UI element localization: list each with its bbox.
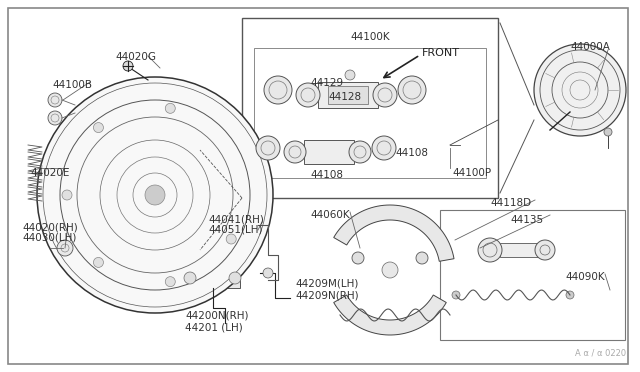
Text: 44100B: 44100B <box>52 80 92 90</box>
Circle shape <box>284 141 306 163</box>
Circle shape <box>229 272 241 284</box>
Circle shape <box>263 268 273 278</box>
Text: 44020E: 44020E <box>30 168 69 178</box>
Circle shape <box>373 83 397 107</box>
Bar <box>254 48 486 178</box>
Circle shape <box>382 262 398 278</box>
Circle shape <box>165 103 175 113</box>
Circle shape <box>256 136 280 160</box>
Text: 44030(LH): 44030(LH) <box>22 232 76 242</box>
Bar <box>304 140 354 164</box>
Text: FRONT: FRONT <box>422 48 460 58</box>
Circle shape <box>478 238 502 262</box>
Circle shape <box>398 76 426 104</box>
Text: 44118D: 44118D <box>490 198 531 208</box>
Circle shape <box>226 234 236 244</box>
Text: 44000A: 44000A <box>570 42 610 52</box>
Text: 44129: 44129 <box>310 78 343 88</box>
Circle shape <box>452 291 460 299</box>
Circle shape <box>93 123 104 132</box>
Bar <box>318 82 378 108</box>
Text: 44020(RH): 44020(RH) <box>22 222 77 232</box>
Circle shape <box>349 141 371 163</box>
Circle shape <box>296 83 320 107</box>
Bar <box>440 210 625 340</box>
Circle shape <box>62 190 72 200</box>
Text: 44051(LH): 44051(LH) <box>208 225 262 235</box>
Circle shape <box>37 77 273 313</box>
Circle shape <box>57 240 73 256</box>
Text: 44090K: 44090K <box>565 272 605 282</box>
Circle shape <box>123 61 133 71</box>
Text: 44135: 44135 <box>510 215 543 225</box>
Text: 44201 (LH): 44201 (LH) <box>185 322 243 332</box>
Circle shape <box>345 70 355 80</box>
Text: 44100K: 44100K <box>350 32 390 42</box>
Text: 44060K: 44060K <box>310 210 349 220</box>
Bar <box>500 243 540 257</box>
Circle shape <box>566 291 574 299</box>
Circle shape <box>535 240 555 260</box>
Text: 44100P: 44100P <box>452 168 491 178</box>
Circle shape <box>93 257 104 267</box>
Circle shape <box>604 128 612 136</box>
Text: 44108: 44108 <box>395 148 428 158</box>
Ellipse shape <box>135 198 175 222</box>
Bar <box>328 86 368 104</box>
Circle shape <box>264 76 292 104</box>
Circle shape <box>352 252 364 264</box>
Text: 44128: 44128 <box>328 92 361 102</box>
Text: 44020G: 44020G <box>115 52 156 62</box>
Text: 44041(RH): 44041(RH) <box>208 215 264 225</box>
Circle shape <box>48 93 62 107</box>
Circle shape <box>184 272 196 284</box>
Circle shape <box>372 136 396 160</box>
Circle shape <box>534 44 626 136</box>
Bar <box>185 268 240 288</box>
Circle shape <box>416 252 428 264</box>
Text: 44209M(LH): 44209M(LH) <box>295 278 358 288</box>
Text: 44200N(RH): 44200N(RH) <box>185 310 248 320</box>
Circle shape <box>48 111 62 125</box>
Polygon shape <box>333 295 446 335</box>
Circle shape <box>145 185 165 205</box>
Text: A α / α 0220: A α / α 0220 <box>575 349 626 358</box>
Text: 44209N(RH): 44209N(RH) <box>295 290 358 300</box>
Ellipse shape <box>138 164 172 186</box>
Text: 44108: 44108 <box>310 170 343 180</box>
Polygon shape <box>333 205 454 261</box>
Circle shape <box>165 277 175 287</box>
Bar <box>242 18 498 198</box>
